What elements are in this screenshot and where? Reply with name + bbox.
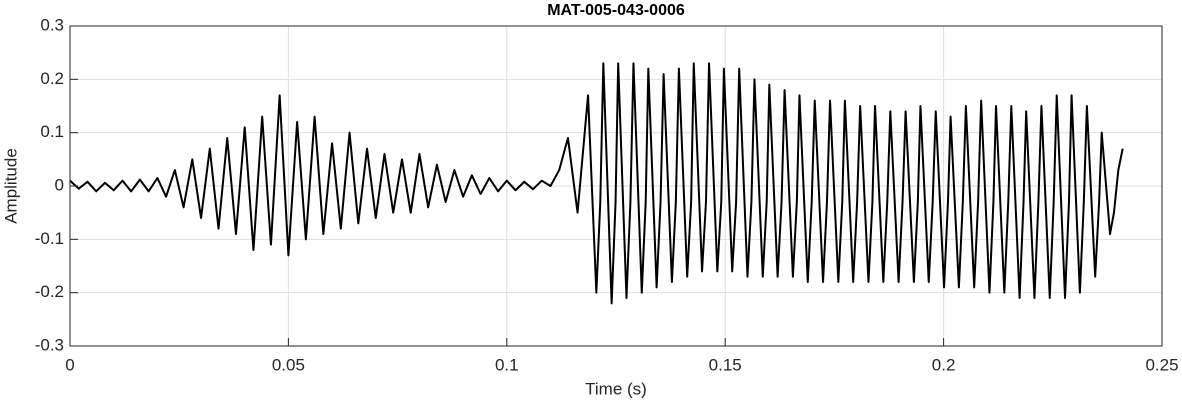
y-tick-label: 0.2 (40, 69, 64, 88)
x-tick-label: 0.2 (932, 355, 956, 374)
y-tick-label: -0.2 (35, 282, 64, 301)
y-tick-label: -0.3 (35, 335, 64, 354)
waveform-line (69, 62, 1124, 305)
y-tick-label: 0.3 (40, 15, 64, 34)
y-tick-label: 0.1 (40, 122, 64, 141)
x-tick-label: 0.1 (495, 355, 519, 374)
y-axis-label: Amplitude (1, 148, 20, 224)
plot-area (69, 62, 1124, 305)
x-tick-label: 0.05 (272, 355, 305, 374)
x-tick-label: 0 (65, 355, 74, 374)
x-axis-label: Time (s) (585, 379, 647, 398)
x-tick-label: 0.25 (1145, 355, 1178, 374)
chart-title: MAT-005-043-0006 (547, 2, 685, 19)
x-tick-label: 0.15 (709, 355, 742, 374)
y-tick-label: -0.1 (35, 229, 64, 248)
y-tick-label: 0 (55, 175, 64, 194)
